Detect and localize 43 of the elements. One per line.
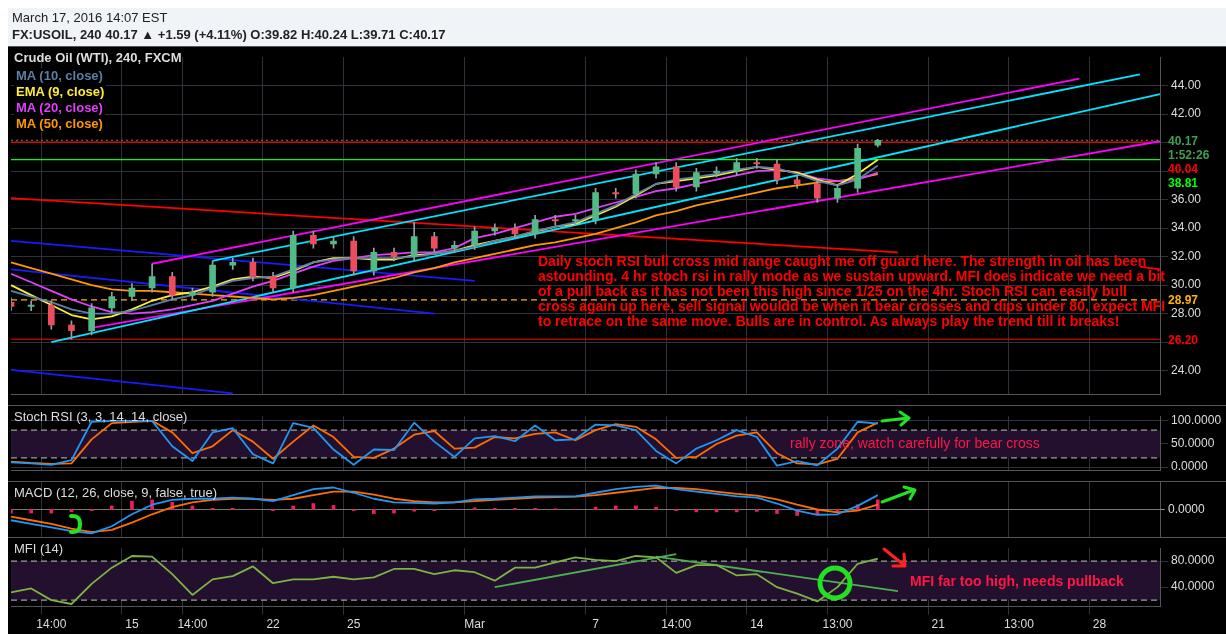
x-tick-label: 15 [125, 617, 139, 632]
x-tick-label: 7 [592, 617, 600, 632]
y-tick-label: 36.00 [1171, 191, 1202, 206]
y-tick-label: 30.00 [1171, 277, 1202, 292]
x-tick-label: 14 [750, 617, 764, 632]
annotation: MFI far too high, needs pullback [910, 573, 1125, 589]
y-tick-label: 34.00 [1171, 220, 1202, 235]
ref-line-label: 28.97 [1168, 293, 1199, 308]
y-tick-label: 40.0000 [1171, 579, 1215, 594]
chart-title: MACD (12, 26, close, 9, false, true) [14, 485, 218, 500]
y-tick-label: 100.0000 [1171, 413, 1222, 428]
x-tick-label: 14:00 [36, 617, 67, 632]
text: EMA (9, close) [14, 84, 107, 100]
chart-title: MFI (14) [14, 541, 64, 556]
text: March 17, 2016 14:07 EST [12, 9, 169, 26]
y-tick-label: 28.00 [1171, 305, 1202, 320]
annotation: Daily stoch RSI bull cross mid range caught me off guard here. The strength in oil has been astounding. 4 hr stoch rsi in rally mode as we sustain upward. MFI does indicate we need a bit of a pull back as it has not been this high since 1/25 on the 4hr. Stoch RSI can easily bull cross again up here, sell signal wouldd be when it bear crosses and dips under 80, expect MFI to retrace on the same move. Bulls are in control. As always play the trend till it breaks! [538, 253, 1167, 329]
y-tick-label: 44.00 [1171, 78, 1202, 92]
x-tick-label: 13:00 [822, 617, 853, 632]
text: 1:52:26 [1168, 147, 1210, 162]
x-tick-label: 25 [347, 617, 361, 632]
text: MA (50, close) [14, 116, 105, 132]
x-tick-label: 13:00 [1003, 617, 1035, 632]
x-tick-label: 14:00 [177, 617, 208, 632]
chart-title: Crude Oil (WTI), 240, FXCM [14, 50, 182, 65]
ref-line-label: 38.81 [1168, 175, 1199, 190]
y-tick-label: 80.0000 [1171, 553, 1215, 568]
y-tick-label: 24.00 [1171, 362, 1202, 377]
ref-line-label: 40.04 [1168, 161, 1199, 176]
x-tick-label: 22 [266, 617, 281, 632]
y-tick-label: 32.00 [1171, 248, 1202, 263]
y-tick-label: 50.0000 [1171, 436, 1215, 451]
chart-subtitle: FX:USOIL, 240 40.17 ▲ +1.59 (+4.11%) O:39.82 H:40.24 L:39.71 C:40.17 [12, 26, 447, 43]
y-tick-label: 0.0000 [1171, 459, 1209, 474]
x-tick-label: 21 [931, 617, 946, 632]
y-tick-label: 42.00 [1171, 106, 1202, 121]
ref-line-label: 40.17 [1168, 133, 1199, 148]
x-tick-label: 28 [1092, 617, 1107, 632]
text: MA (10, close) [14, 68, 105, 84]
ref-line-label: 26.20 [1168, 332, 1199, 347]
text: MA (20, close) [14, 100, 105, 116]
x-tick-label: Mar [464, 617, 485, 632]
x-tick-label: 14:00 [661, 617, 692, 632]
